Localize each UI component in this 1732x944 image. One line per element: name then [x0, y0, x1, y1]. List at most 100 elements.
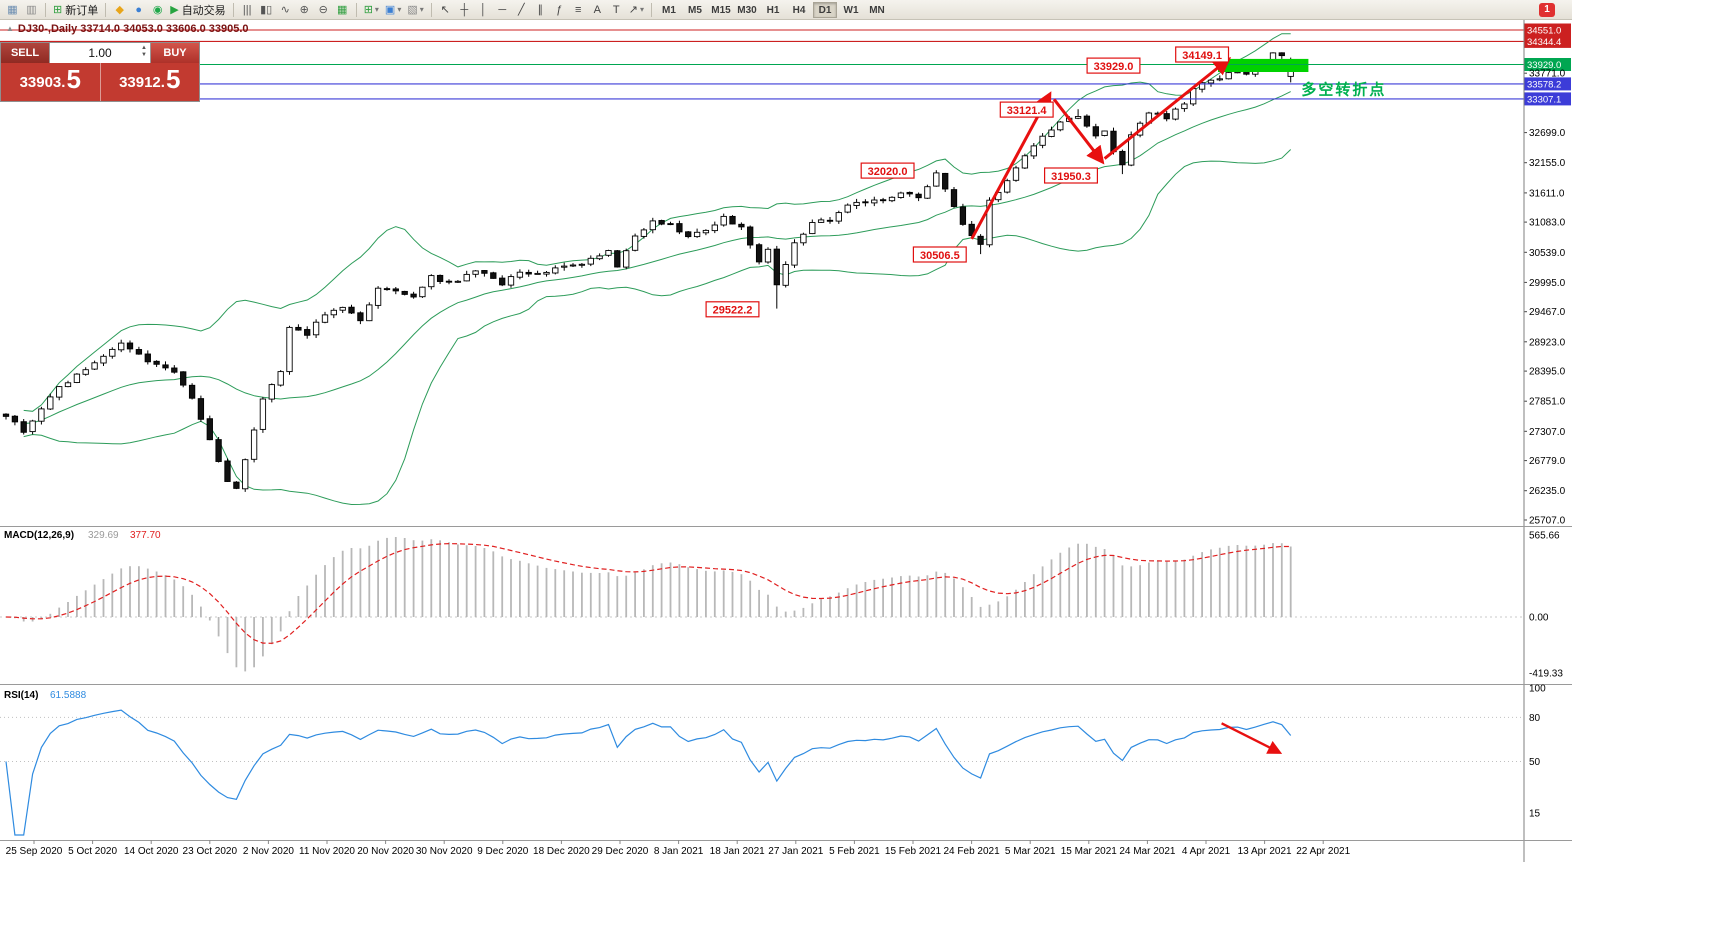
trend-arrows[interactable] — [970, 57, 1283, 754]
history-center-icon-glyph: ◆ — [115, 4, 124, 16]
line-chart-type-icon[interactable]: ∿ — [276, 1, 295, 18]
periods-menu[interactable]: ▣ ▾ — [382, 1, 404, 18]
svg-text:30 Nov 2020: 30 Nov 2020 — [416, 846, 473, 857]
label-tool[interactable]: T — [607, 1, 626, 18]
candlestick-series — [2, 52, 1294, 492]
chart-profiles-icon[interactable]: ▥ — [22, 1, 41, 18]
annotation-box — [912, 246, 967, 263]
history-center-icon[interactable]: ◆ — [110, 1, 129, 18]
sell-price[interactable]: 33903. 5 — [1, 63, 100, 101]
level-price-label — [1524, 34, 1571, 48]
notification-badge[interactable]: 1 — [1539, 2, 1555, 17]
price-annotations[interactable]: 29522.2 32020.0 30506.5 33121.4 31950.3 33929… — [705, 46, 1230, 318]
timeframe-m30[interactable]: M30 — [737, 4, 757, 16]
market-icon[interactable]: ◉ — [148, 1, 167, 18]
crosshair-tool[interactable]: ┼ — [455, 1, 474, 18]
svg-text:27307.0: 27307.0 — [1529, 427, 1566, 438]
zoom-out-icon[interactable]: ⊖ — [314, 1, 333, 18]
spinner-up-icon[interactable]: ▲ — [141, 45, 147, 51]
level-price-label — [1524, 92, 1571, 106]
timeframe-m1[interactable]: M1 — [662, 4, 676, 16]
buy-price[interactable]: 33912. 5 — [99, 63, 199, 101]
svg-text:31611.0: 31611.0 — [1529, 188, 1565, 199]
new-order-button[interactable]: ⊞ 新订单 — [50, 1, 101, 18]
svg-text:377.70: 377.70 — [130, 530, 161, 541]
toolbar: ▦ ▥ ⊞ 新订单 ◆ ● ◉ ▶ 自动交易 ||| ▮▯ ∿ ⊕ ⊖ ▦ ⊞ ▾ ▣ ▾ ▧ ▾ ↖ ┼ │ ─ ╱ ∥ ƒ ≡ A T ↗… — [0, 0, 1572, 20]
sell-button[interactable]: SELL — [1, 43, 49, 63]
volume-spinner[interactable]: ▲ ▼ — [141, 45, 147, 59]
fibonacci-tool[interactable]: ƒ — [550, 1, 569, 18]
sell-price-main: 33903. — [19, 73, 66, 91]
svg-text:30539.0: 30539.0 — [1529, 248, 1566, 259]
svg-text:20 Nov 2020: 20 Nov 2020 — [357, 846, 414, 857]
level-price-label — [1524, 77, 1571, 91]
equidistant-tool[interactable]: ≡ — [569, 1, 588, 18]
svg-text:5 Feb 2021: 5 Feb 2021 — [829, 846, 880, 857]
channel-tool[interactable]: ∥ — [531, 1, 550, 18]
chart-window-icon: ▲ — [6, 24, 14, 33]
rsi-arrow — [1221, 722, 1283, 754]
indicators-menu[interactable]: ⊞ ▾ — [361, 1, 382, 18]
svg-text:5 Oct 2020: 5 Oct 2020 — [68, 846, 117, 857]
community-icon[interactable]: ● — [129, 1, 148, 18]
timeframe-mn[interactable]: MN — [869, 4, 885, 16]
zoom-out-icon-glyph: ⊖ — [318, 4, 328, 16]
time-axis: 25 Sep 2020 5 Oct 2020 14 Oct 2020 23 Oct 2… — [6, 840, 1351, 857]
svg-text:31083.0: 31083.0 — [1529, 218, 1566, 229]
timeframe-d1[interactable]: D1 — [813, 1, 837, 18]
timeframe-m5[interactable]: M5 — [688, 4, 702, 16]
candlestick-type-icon[interactable]: ▮▯ — [257, 1, 276, 18]
svg-text:15 Mar 2021: 15 Mar 2021 — [1061, 846, 1118, 857]
svg-text:18 Jan 2021: 18 Jan 2021 — [710, 846, 765, 857]
svg-text:-419.33: -419.33 — [1529, 669, 1563, 680]
bar-chart-type-icon[interactable]: ||| — [238, 1, 257, 18]
svg-text:9 Dec 2020: 9 Dec 2020 — [477, 846, 529, 857]
turning-point-note[interactable]: 多空转折点 — [1301, 80, 1386, 98]
chart-canvas[interactable]: 34551.034344.433929.033578.233307.133771… — [0, 20, 1572, 862]
supply-zone[interactable] — [1218, 58, 1309, 72]
horizontal-line-tool[interactable]: ─ — [493, 1, 512, 18]
svg-text:29467.0: 29467.0 — [1529, 307, 1566, 318]
svg-text:33929.0: 33929.0 — [1094, 61, 1134, 73]
periods-glyph: ▣ — [384, 4, 396, 16]
svg-text:28395.0: 28395.0 — [1529, 367, 1566, 378]
zoom-in-icon[interactable]: ⊕ — [295, 1, 314, 18]
toolbar-separator — [45, 2, 46, 17]
tile-windows-icon[interactable]: ▦ — [333, 1, 352, 18]
arrows-tool[interactable]: ↗ ▾ — [626, 1, 647, 18]
text-tool[interactable]: A — [588, 1, 607, 18]
macd-pane: MACD(12,26,9) 329.69 377.70 565.66 0.00 -419.… — [0, 530, 1563, 680]
svg-text:34149.1: 34149.1 — [1182, 50, 1222, 62]
timeframe-h1[interactable]: H1 — [766, 4, 780, 16]
templates-glyph: ▧ — [407, 4, 418, 16]
svg-text:18 Dec 2020: 18 Dec 2020 — [533, 846, 590, 857]
svg-text:33771.0: 33771.0 — [1529, 69, 1566, 80]
svg-text:28923.0: 28923.0 — [1529, 337, 1566, 348]
new-order-glyph: ⊞ — [53, 4, 63, 16]
toolbar-separator — [355, 2, 357, 17]
trend-arrow — [1103, 57, 1232, 160]
trendline-tool[interactable]: ╱ — [512, 1, 531, 18]
autotrading-glyph: ▶ — [170, 4, 179, 16]
cursor-tool[interactable]: ↖ — [436, 1, 455, 18]
svg-text:329.69: 329.69 — [88, 530, 119, 541]
timeframe-w1[interactable]: W1 — [843, 4, 859, 16]
vertical-line-tool[interactable]: │ — [474, 1, 493, 18]
svg-text:26779.0: 26779.0 — [1529, 456, 1566, 467]
one-click-trading-panel: SELL 1.00 ▲ ▼ BUY 33903. 5 33912. 5 — [0, 42, 200, 102]
sell-price-big: 5 — [66, 64, 81, 94]
spinner-down-icon[interactable]: ▼ — [141, 52, 147, 58]
volume-field[interactable]: 1.00 ▲ ▼ — [49, 43, 151, 63]
line-chart-type-icon-glyph: ∿ — [280, 4, 290, 16]
vertical-line-glyph: │ — [479, 3, 487, 16]
new-chart-icon[interactable]: ▦ — [3, 1, 22, 18]
autotrading-button[interactable]: ▶ 自动交易 — [167, 1, 228, 18]
buy-button[interactable]: BUY — [151, 43, 199, 63]
annotation-box — [1043, 167, 1098, 184]
timeframe-h4[interactable]: H4 — [792, 4, 806, 16]
svg-text:34344.4: 34344.4 — [1527, 37, 1561, 48]
timeframe-m15[interactable]: M15 — [711, 4, 731, 16]
templates-menu[interactable]: ▧ ▾ — [404, 1, 426, 18]
volume-value: 1.00 — [88, 46, 112, 60]
